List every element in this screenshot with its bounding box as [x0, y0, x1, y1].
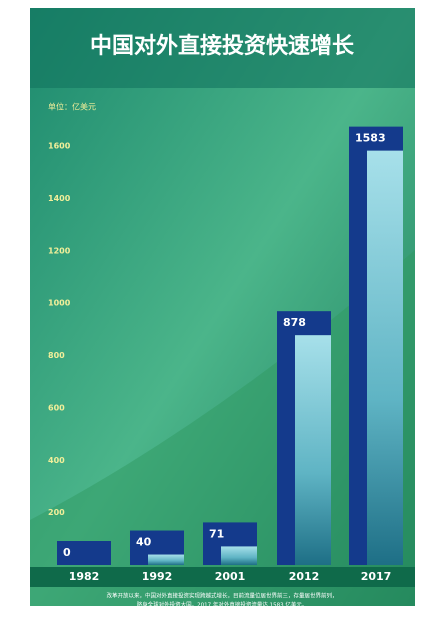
y-tick-label: 1200 — [48, 246, 71, 255]
y-tick-label: 1400 — [48, 194, 71, 203]
chart-title: 中国对外直接投资快速增长 — [90, 33, 355, 59]
x-band — [30, 567, 415, 587]
x-tick-label: 1992 — [142, 570, 173, 583]
bar — [295, 335, 331, 565]
bar — [367, 150, 403, 565]
bar — [221, 546, 257, 565]
y-tick-label: 1000 — [48, 299, 71, 308]
value-label: 0 — [63, 546, 71, 559]
value-label: 71 — [209, 527, 224, 540]
value-label: 1583 — [355, 132, 386, 145]
x-tick-label: 2012 — [289, 570, 320, 583]
value-label: 878 — [283, 316, 306, 329]
note-line: 跻身全球对外投资大国。2017 年对外直接投资流量达 1583 亿美元。 — [137, 601, 308, 609]
y-tick-label: 200 — [48, 508, 65, 517]
y-tick-label: 400 — [48, 456, 65, 465]
x-tick-label: 2001 — [215, 570, 246, 583]
note-line: 改革开放以来，中国对外直接投资实现跨越式增长，目前流量位居世界前三，存量居世界前… — [106, 592, 337, 600]
value-label: 40 — [136, 536, 152, 549]
y-tick-label: 800 — [48, 351, 65, 360]
y-tick-label: 600 — [48, 403, 65, 412]
x-tick-label: 1982 — [69, 570, 100, 583]
value-box — [57, 541, 111, 565]
title-band — [30, 8, 415, 88]
bar — [148, 554, 184, 565]
unit-label: 单位：亿美元 — [48, 102, 96, 112]
y-tick-label: 1600 — [48, 142, 71, 151]
x-tick-label: 2017 — [361, 570, 392, 583]
